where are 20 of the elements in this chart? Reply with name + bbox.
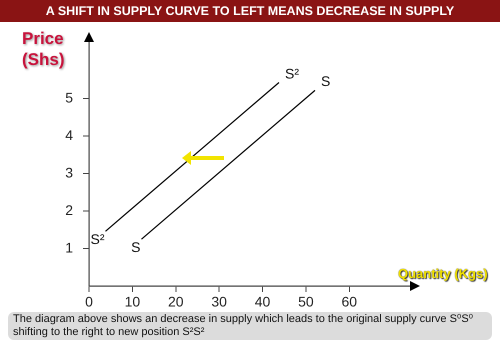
- x-tick-label: 30: [211, 293, 228, 310]
- x-axis-title: Quantity (Kgs): [398, 266, 488, 281]
- text: The diagram above shows an decrease in supply which leads to the original supply curve S⁰S⁰ shifting to the right to new position S²S²: [8, 312, 492, 340]
- x-tick-label: 60: [341, 293, 358, 310]
- y-tick-label: 3: [65, 164, 74, 180]
- x-tick-label: 10: [124, 293, 140, 310]
- y-axis-title: Price (Shs): [22, 28, 66, 70]
- text: S²: [284, 65, 299, 82]
- x-tick-label: 0: [85, 293, 94, 310]
- y-tick-label: 5: [65, 89, 74, 106]
- text: S: [321, 73, 330, 90]
- y-tick-label: 4: [65, 126, 74, 143]
- series-label: S²: [90, 231, 105, 248]
- x-tick-label: 50: [298, 293, 314, 310]
- x-tick-label: 20: [168, 293, 184, 310]
- series-label: S: [131, 239, 140, 256]
- y-tick-label: 1: [65, 239, 74, 256]
- y-tick-label: 2: [65, 202, 74, 218]
- chart-title: A SHIFT IN SUPPLY CURVE TO LEFT MEANS DECREASE IN SUPPLY: [0, 0, 500, 22]
- x-tick-label: 40: [254, 293, 271, 310]
